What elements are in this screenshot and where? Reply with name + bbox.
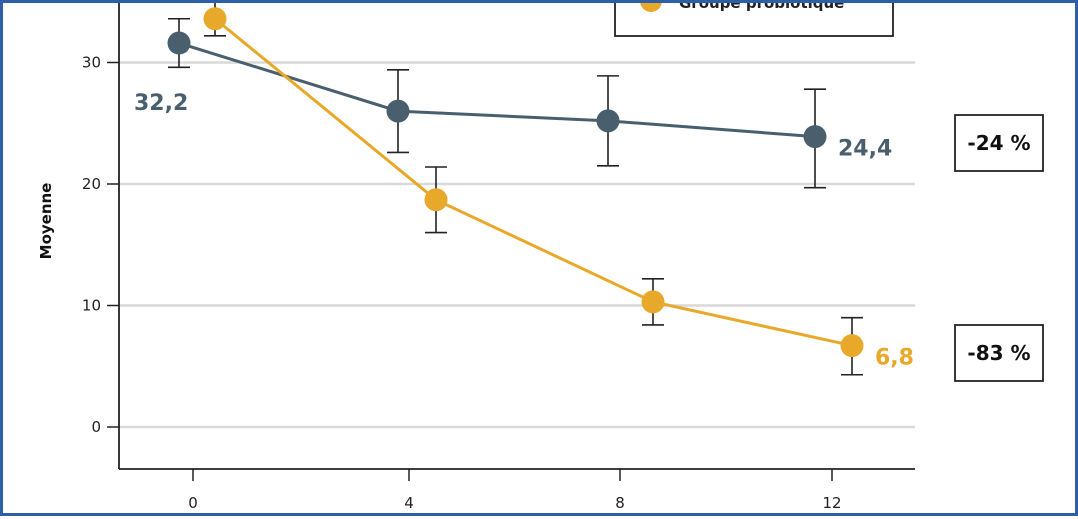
series-line-1: [214, 17, 853, 348]
data-point: [167, 31, 191, 55]
data-point: [424, 188, 448, 212]
y-tick-labels: 0 10 20 30: [82, 54, 101, 437]
y-tick-label: 0: [91, 418, 101, 436]
data-point: [641, 290, 665, 314]
x-tick-label: 8: [615, 494, 625, 512]
x-tick-label: 12: [822, 494, 841, 512]
data-point: [596, 109, 620, 133]
change-box: [954, 114, 1044, 172]
change-label: -83 %: [967, 341, 1030, 365]
data-point: [840, 334, 864, 358]
series-line-0: [178, 41, 816, 139]
change-boxes: -24 % -83 %: [954, 114, 1044, 382]
legend-box: [614, 3, 894, 37]
y-tick-label: 20: [82, 175, 101, 193]
change-label: -24 %: [967, 131, 1030, 155]
y-axis-label: Moyenne: [37, 183, 55, 260]
start-value-label: 32,2: [134, 91, 188, 116]
data-point: [203, 7, 227, 31]
y-tick-label: 10: [82, 297, 101, 315]
end-value-label: 6,8: [875, 346, 914, 371]
series-layer: [167, 3, 864, 376]
data-point: [803, 125, 827, 149]
legend-label-probiotique: Groupe probiotique: [679, 3, 844, 12]
data-point: [386, 99, 410, 123]
x-tick-labels: 0 4 8 12: [188, 494, 841, 512]
axes: [118, 3, 915, 481]
grid-lines: [107, 61, 915, 429]
legend-marker-probiotique: [640, 3, 662, 12]
change-box: [954, 324, 1044, 382]
y-tick-label: 30: [82, 54, 101, 72]
legend: Groupe probiotique: [614, 3, 894, 37]
x-tick-label: 0: [188, 494, 198, 512]
end-value-label: 24,4: [838, 137, 892, 162]
data-labels: 32,2 24,4 6,8: [134, 91, 914, 371]
x-tick-label: 4: [404, 494, 414, 512]
